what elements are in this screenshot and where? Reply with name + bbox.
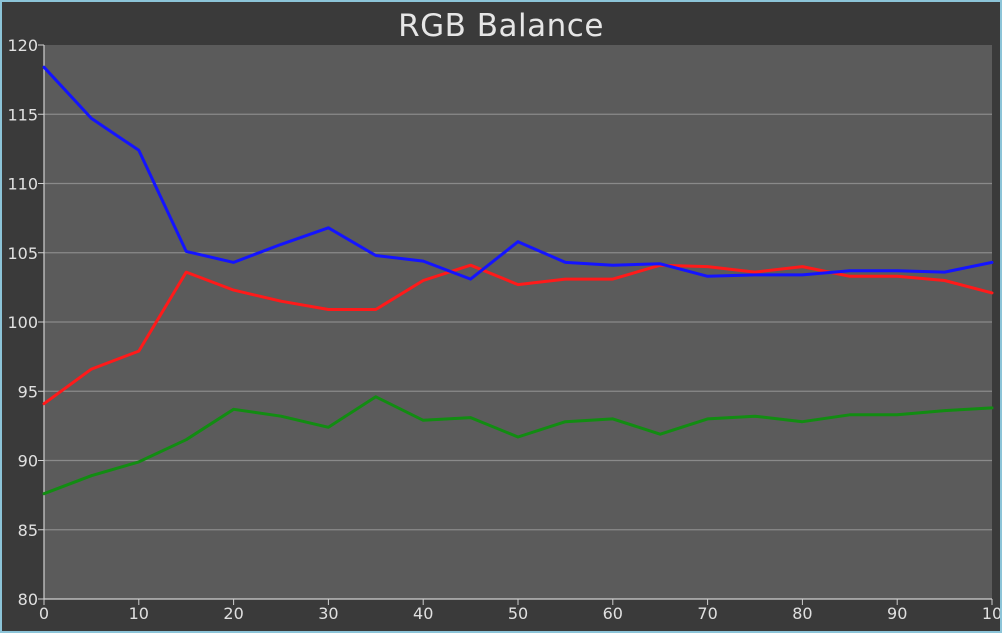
y-tick-label: 100 (7, 313, 38, 332)
x-tick-label: 70 (697, 604, 717, 623)
y-tick-label: 90 (18, 452, 38, 471)
y-tick-label: 105 (7, 244, 38, 263)
x-tick-label: 30 (318, 604, 338, 623)
y-tick-label: 85 (18, 521, 38, 540)
chart-title: RGB Balance (398, 8, 604, 44)
x-tick-label: 80 (792, 604, 812, 623)
y-tick-label: 95 (18, 382, 38, 401)
x-tick-label: 10 (982, 604, 1000, 623)
x-tick-label: 90 (887, 604, 907, 623)
blue-series-line (42, 65, 994, 281)
x-tick-label: 40 (413, 604, 433, 623)
green-series-line (42, 395, 994, 496)
x-tick-label: 0 (39, 604, 49, 623)
x-tick-label: 60 (603, 604, 623, 623)
x-tick-label: 10 (129, 604, 149, 623)
y-tick-label: 120 (7, 36, 38, 55)
x-tick-label: 50 (508, 604, 528, 623)
x-tick-label: 20 (223, 604, 243, 623)
y-tick-label: 110 (7, 175, 38, 194)
y-tick-label: 80 (18, 590, 38, 609)
y-tick-label: 115 (7, 105, 38, 124)
